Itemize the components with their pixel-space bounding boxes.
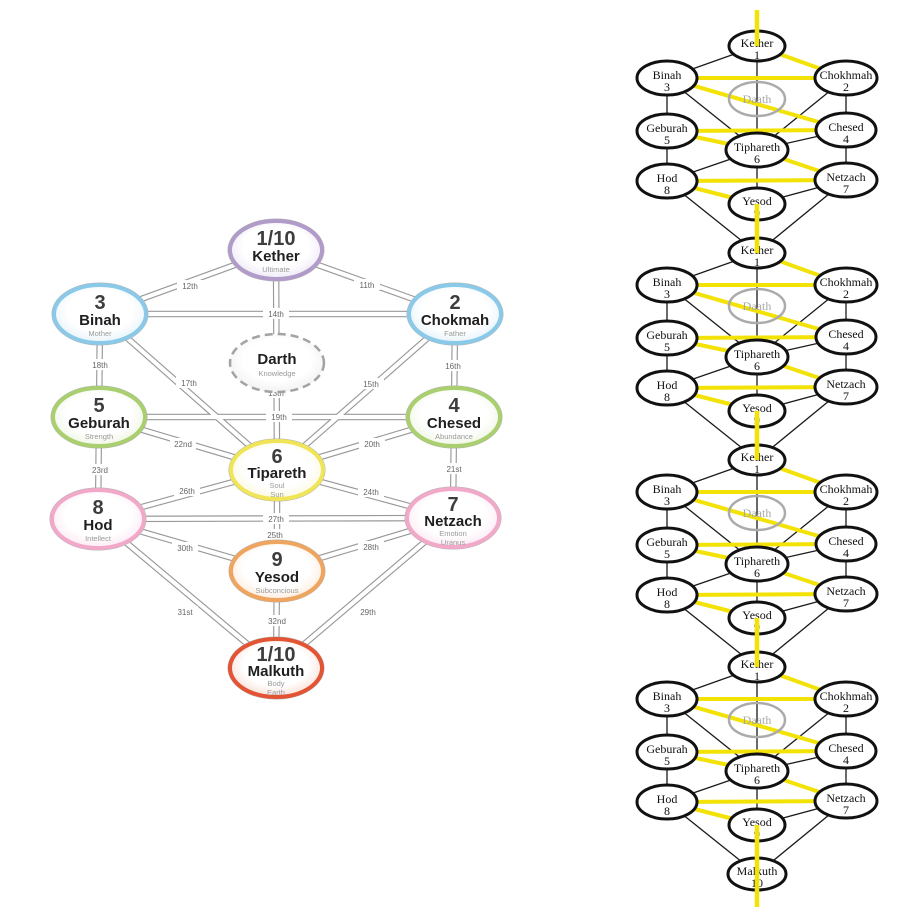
path-label-14th: 14th bbox=[263, 308, 289, 319]
svg-text:31st: 31st bbox=[177, 608, 193, 617]
svg-text:Darth: Darth bbox=[257, 351, 296, 368]
path-label-18th: 18th bbox=[87, 359, 113, 370]
svg-text:Geburah: Geburah bbox=[68, 415, 130, 432]
svg-text:Binah: Binah bbox=[79, 312, 121, 329]
path-label-16th: 16th bbox=[440, 360, 466, 371]
left-node-yesod: 9 Yesod Subconcious bbox=[228, 539, 326, 603]
svg-text:17th: 17th bbox=[181, 379, 197, 388]
path-label-22nd: 22nd bbox=[170, 438, 196, 449]
left-node-geburah: 5 Geburah Strength bbox=[50, 385, 148, 449]
svg-text:1/10: 1/10 bbox=[257, 228, 296, 250]
left-node-netzach: 7 Netzach Emotion Uranus bbox=[404, 486, 502, 550]
svg-text:19th: 19th bbox=[271, 413, 287, 422]
path-label-27th: 27th bbox=[263, 513, 289, 524]
svg-text:21st: 21st bbox=[446, 465, 462, 474]
path-label-13th: 13th bbox=[263, 387, 289, 398]
left-node-malkuth: 1/10 Malkuth Body Earth bbox=[227, 636, 325, 700]
svg-text:23rd: 23rd bbox=[92, 466, 108, 475]
svg-text:18th: 18th bbox=[92, 361, 108, 370]
svg-text:27th: 27th bbox=[268, 515, 284, 524]
svg-text:Subconcious: Subconcious bbox=[256, 586, 299, 595]
path-label-17th: 17th bbox=[176, 377, 202, 388]
path-label-11th: 11th bbox=[354, 279, 380, 290]
svg-text:30th: 30th bbox=[177, 544, 193, 553]
svg-text:Mother: Mother bbox=[88, 329, 112, 338]
left-node-chesed: 4 Chesed Abundance bbox=[405, 385, 503, 449]
svg-text:Netzach: Netzach bbox=[424, 513, 482, 530]
svg-text:Strength: Strength bbox=[85, 432, 113, 441]
svg-text:26th: 26th bbox=[179, 487, 195, 496]
path-label-15th: 15th bbox=[358, 378, 384, 389]
svg-text:9: 9 bbox=[271, 549, 282, 571]
svg-text:Intellect: Intellect bbox=[85, 534, 112, 543]
path-label-25th: 25th bbox=[262, 529, 288, 540]
svg-text:25th: 25th bbox=[267, 531, 283, 540]
svg-text:12th: 12th bbox=[182, 282, 198, 291]
svg-text:Hod: Hod bbox=[83, 517, 112, 534]
svg-text:3: 3 bbox=[94, 292, 105, 314]
svg-text:Earth: Earth bbox=[267, 688, 285, 697]
svg-text:16th: 16th bbox=[445, 362, 461, 371]
svg-text:24th: 24th bbox=[363, 488, 379, 497]
svg-text:Knowledge: Knowledge bbox=[258, 369, 295, 378]
svg-text:5: 5 bbox=[93, 395, 104, 417]
path-label-24th: 24th bbox=[358, 486, 384, 497]
svg-text:7: 7 bbox=[447, 494, 458, 516]
svg-text:Emotion: Emotion bbox=[439, 529, 467, 538]
svg-text:Uranus: Uranus bbox=[441, 538, 465, 547]
path-label-12th: 12th bbox=[177, 280, 203, 291]
svg-text:Chokmah: Chokmah bbox=[421, 312, 489, 329]
path-label-31st: 31st bbox=[172, 606, 198, 617]
left-node-tipareth: 6 Tipareth Soul Sun bbox=[228, 438, 326, 502]
left-tree-path-labels: 11th 12th 13th 14th 15th 16th 17th 18th … bbox=[87, 279, 467, 626]
path-label-21st: 21st bbox=[441, 463, 467, 474]
svg-text:2: 2 bbox=[449, 292, 460, 314]
svg-text:22nd: 22nd bbox=[174, 440, 192, 449]
svg-text:1/10: 1/10 bbox=[257, 644, 296, 666]
svg-text:20th: 20th bbox=[364, 440, 380, 449]
path-label-26th: 26th bbox=[174, 485, 200, 496]
left-node-kether: 1/10 Kether Ultimate bbox=[227, 218, 325, 282]
svg-text:Kether: Kether bbox=[252, 248, 300, 265]
path-label-29th: 29th bbox=[355, 606, 381, 617]
svg-text:Body: Body bbox=[267, 679, 284, 688]
path-label-20th: 20th bbox=[359, 438, 385, 449]
path-label-19th: 19th bbox=[266, 411, 292, 422]
svg-text:Father: Father bbox=[444, 329, 466, 338]
svg-text:Abundance: Abundance bbox=[435, 432, 473, 441]
left-node-binah: 3 Binah Mother bbox=[51, 282, 149, 346]
svg-text:Soul: Soul bbox=[269, 481, 284, 490]
svg-text:13th: 13th bbox=[268, 389, 284, 398]
svg-text:Chesed: Chesed bbox=[427, 415, 481, 432]
svg-text:14th: 14th bbox=[268, 310, 284, 319]
svg-text:15th: 15th bbox=[363, 380, 379, 389]
svg-text:Ultimate: Ultimate bbox=[262, 265, 290, 274]
path-label-28th: 28th bbox=[358, 541, 384, 552]
left-node-darth: Darth Knowledge bbox=[228, 332, 326, 394]
svg-text:28th: 28th bbox=[363, 543, 379, 552]
svg-text:Sun: Sun bbox=[270, 490, 283, 499]
svg-text:32nd: 32nd bbox=[268, 617, 286, 626]
svg-text:11th: 11th bbox=[360, 281, 375, 290]
path-label-23rd: 23rd bbox=[87, 464, 113, 475]
svg-text:Tipareth: Tipareth bbox=[248, 465, 307, 482]
path-label-32nd: 32nd bbox=[264, 615, 290, 626]
right-ladder: Malkuth 10 bbox=[635, 10, 879, 907]
svg-text:Malkuth: Malkuth bbox=[248, 663, 305, 680]
svg-text:29th: 29th bbox=[360, 608, 376, 617]
svg-text:Yesod: Yesod bbox=[255, 569, 299, 586]
left-node-chokmah: 2 Chokmah Father bbox=[406, 282, 504, 346]
svg-text:4: 4 bbox=[448, 395, 460, 417]
svg-text:6: 6 bbox=[271, 446, 282, 468]
svg-text:8: 8 bbox=[92, 497, 103, 519]
path-label-30th: 30th bbox=[172, 542, 198, 553]
left-node-hod: 8 Hod Intellect bbox=[49, 487, 147, 551]
left-tree: 11th 12th 13th 14th 15th 16th 17th 18th … bbox=[49, 218, 504, 700]
